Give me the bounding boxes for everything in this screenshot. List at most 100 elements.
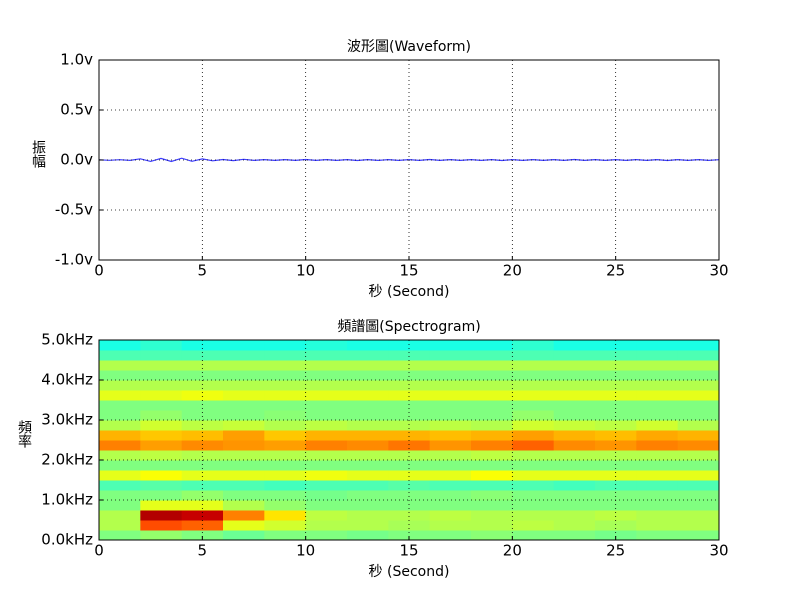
spectrogram-cell (429, 390, 472, 401)
spectrogram-cell (471, 510, 513, 521)
spectrogram-cell (471, 410, 513, 421)
plot-frame (98, 59, 720, 261)
x-tick-label: 0 (94, 542, 104, 560)
spectrogram-cell (429, 490, 472, 501)
spectrogram-cell (388, 370, 431, 381)
spectrogram-cell (512, 530, 555, 541)
spectrogram-cell (347, 520, 389, 531)
spectrogram-cell (388, 390, 431, 401)
y-tick-label: 0.0v (60, 151, 93, 169)
spectrogram-cell (305, 350, 348, 361)
spectrogram-cell (264, 460, 307, 471)
spectrogram-cell (99, 450, 141, 461)
spectrogram-cell (305, 450, 348, 461)
chart-title: 頻譜圖(Spectrogram) (337, 319, 480, 335)
spectrogram-cell (140, 430, 183, 441)
spectrogram-cell (388, 490, 431, 501)
spectrogram-cell (677, 440, 720, 451)
spectrogram-cell (429, 370, 472, 381)
spectrogram-cell (512, 360, 555, 371)
spectrogram-cell (677, 450, 720, 461)
spectrogram-cell (636, 410, 679, 421)
spectrogram-cell (140, 450, 183, 461)
spectrogram-cell (388, 440, 431, 451)
spectrogram-cell (636, 490, 679, 501)
y-tick-label: 0.0kHz (41, 531, 93, 549)
spectrogram-cell (388, 410, 431, 421)
spectrogram-cell (347, 390, 389, 401)
spectrogram-cell (223, 400, 265, 411)
spectrogram-cell (223, 340, 265, 351)
spectrogram-cell (553, 530, 596, 541)
spectrogram-cell (181, 410, 224, 421)
spectrogram-cell (99, 340, 141, 351)
spectrogram-cell (140, 370, 183, 381)
spectrogram-cell (264, 500, 307, 511)
spectrogram-cell (677, 390, 720, 401)
spectrogram-cell (264, 510, 307, 521)
x-tick-label: 5 (198, 542, 208, 560)
x-tick-label: 30 (709, 262, 728, 280)
spectrogram-cell (595, 440, 637, 451)
spectrogram-cell (595, 480, 637, 491)
spectrogram-cell (264, 380, 307, 391)
spectrogram-cell (140, 340, 183, 351)
spectrogram-cell (388, 480, 431, 491)
spectrogram-cell (99, 380, 141, 391)
spectrogram-cell (264, 410, 307, 421)
spectrogram-cell (677, 340, 720, 351)
spectrogram-cell (512, 390, 555, 401)
spectrogram-cell (553, 500, 596, 511)
spectrogram-cell (636, 390, 679, 401)
spectrogram-cell (471, 490, 513, 501)
spectrogram-cell (471, 470, 513, 481)
y-tick-label: -0.5v (55, 201, 93, 219)
spectrogram-cell (512, 500, 555, 511)
spectrogram-cell (429, 500, 472, 511)
spectrogram-cell (99, 460, 141, 471)
spectrogram-cell (223, 390, 265, 401)
x-tick-label: 20 (503, 262, 522, 280)
spectrogram-cell (305, 490, 348, 501)
spectrogram-cell (636, 480, 679, 491)
spectrogram-cell (471, 380, 513, 391)
spectrogram-cell (99, 440, 141, 451)
spectrogram-cell (99, 430, 141, 441)
spectrogram-cell (512, 380, 555, 391)
spectrogram-cell (429, 470, 472, 481)
spectrogram-cell (636, 510, 679, 521)
spectrogram-cell (388, 460, 431, 471)
spectrogram-cell (223, 440, 265, 451)
spectrogram-cell (181, 360, 224, 371)
spectrogram-cell (140, 490, 183, 501)
spectrogram-cell (223, 530, 265, 541)
spectrogram-cell (595, 380, 637, 391)
spectrogram-cell (471, 360, 513, 371)
spectrogram-cell (264, 430, 307, 441)
spectrogram-cell (305, 360, 348, 371)
spectrogram-cell (264, 520, 307, 531)
spectrogram-cell (471, 520, 513, 531)
spectrogram-cell (305, 410, 348, 421)
spectrogram-cell (264, 360, 307, 371)
spectrogram-cell (677, 520, 720, 531)
spectrogram-cell (264, 370, 307, 381)
spectrogram-cell (553, 380, 596, 391)
spectrogram-cell (305, 420, 348, 431)
spectrogram-cell (140, 380, 183, 391)
spectrogram-cell (388, 360, 431, 371)
spectrogram-cell (429, 430, 472, 441)
spectrogram-cell (99, 500, 141, 511)
spectrogram-cell (429, 460, 472, 471)
spectrogram-cell (264, 390, 307, 401)
x-tick-label: 25 (606, 542, 625, 560)
spectrogram-cell (512, 400, 555, 411)
y-tick-label: -1.0v (55, 251, 93, 269)
x-tick-label: 10 (296, 262, 315, 280)
spectrogram-cell (305, 520, 348, 531)
spectrogram-cell (99, 350, 141, 361)
spectrogram-cell (429, 410, 472, 421)
chart-title: 波形圖(Waveform) (347, 39, 471, 55)
spectrogram-cell (99, 420, 141, 431)
spectrogram-cell (636, 370, 679, 381)
